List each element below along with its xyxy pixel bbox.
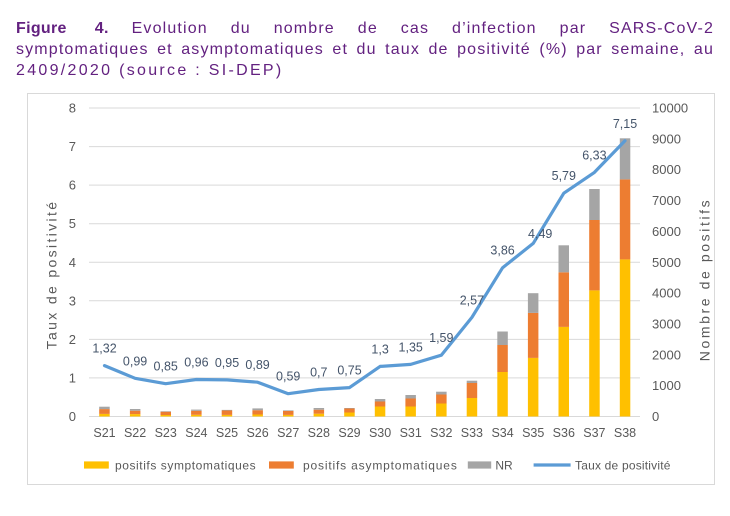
svg-text:2: 2 — [69, 332, 76, 347]
svg-text:S24: S24 — [185, 426, 207, 440]
svg-text:S38: S38 — [614, 426, 636, 440]
svg-text:S29: S29 — [338, 426, 360, 440]
svg-text:4000: 4000 — [652, 286, 681, 301]
svg-text:S36: S36 — [553, 426, 575, 440]
svg-text:1,32: 1,32 — [92, 342, 116, 356]
svg-text:6000: 6000 — [652, 224, 681, 239]
svg-text:2,57: 2,57 — [460, 293, 484, 307]
svg-text:7,15: 7,15 — [613, 117, 637, 131]
svg-text:4,49: 4,49 — [528, 227, 552, 241]
svg-text:positifs asymptomatiques: positifs asymptomatiques — [303, 459, 458, 473]
svg-text:S30: S30 — [369, 426, 391, 440]
svg-text:S21: S21 — [93, 426, 115, 440]
svg-text:S25: S25 — [216, 426, 238, 440]
svg-text:0,75: 0,75 — [337, 364, 361, 378]
svg-text:1,3: 1,3 — [371, 342, 388, 356]
svg-text:0: 0 — [652, 409, 659, 424]
svg-text:Nombre de positifs: Nombre de positifs — [697, 198, 713, 362]
svg-text:7: 7 — [69, 139, 76, 154]
svg-text:S31: S31 — [400, 426, 422, 440]
svg-text:10000: 10000 — [652, 101, 688, 116]
svg-text:0,89: 0,89 — [245, 358, 269, 372]
svg-text:S28: S28 — [308, 426, 330, 440]
svg-text:S26: S26 — [246, 426, 268, 440]
svg-text:2000: 2000 — [652, 347, 681, 362]
svg-text:positifs symptomatiques: positifs symptomatiques — [115, 459, 256, 473]
svg-text:3: 3 — [69, 293, 76, 308]
svg-text:S33: S33 — [461, 426, 483, 440]
svg-text:7000: 7000 — [652, 193, 681, 208]
svg-text:1,35: 1,35 — [399, 340, 423, 354]
svg-text:9000: 9000 — [652, 131, 681, 146]
svg-text:8: 8 — [69, 101, 76, 116]
svg-text:1: 1 — [69, 370, 76, 385]
svg-text:Taux de positivité: Taux de positivité — [44, 200, 60, 350]
svg-text:1,59: 1,59 — [429, 331, 453, 345]
svg-text:8000: 8000 — [652, 162, 681, 177]
svg-text:S34: S34 — [491, 426, 513, 440]
svg-text:5000: 5000 — [652, 255, 681, 270]
svg-text:0,7: 0,7 — [310, 366, 327, 380]
svg-text:0,99: 0,99 — [123, 354, 147, 368]
svg-text:5,79: 5,79 — [552, 169, 576, 183]
svg-text:1000: 1000 — [652, 378, 681, 393]
svg-text:NR: NR — [495, 459, 513, 473]
svg-text:4: 4 — [69, 255, 76, 270]
svg-text:5: 5 — [69, 216, 76, 231]
svg-text:3000: 3000 — [652, 316, 681, 331]
svg-text:Taux de positivité: Taux de positivité — [575, 459, 671, 473]
svg-text:S35: S35 — [522, 426, 544, 440]
svg-text:0: 0 — [69, 409, 76, 424]
svg-text:S32: S32 — [430, 426, 452, 440]
svg-text:3,86: 3,86 — [490, 244, 514, 258]
svg-text:6,33: 6,33 — [582, 148, 606, 162]
svg-text:S23: S23 — [155, 426, 177, 440]
svg-text:0,96: 0,96 — [184, 356, 208, 370]
svg-text:0,85: 0,85 — [154, 360, 178, 374]
svg-text:S22: S22 — [124, 426, 146, 440]
svg-text:6: 6 — [69, 178, 76, 193]
svg-text:S27: S27 — [277, 426, 299, 440]
svg-text:0,59: 0,59 — [276, 370, 300, 384]
svg-text:0,95: 0,95 — [215, 356, 239, 370]
svg-text:S37: S37 — [583, 426, 605, 440]
